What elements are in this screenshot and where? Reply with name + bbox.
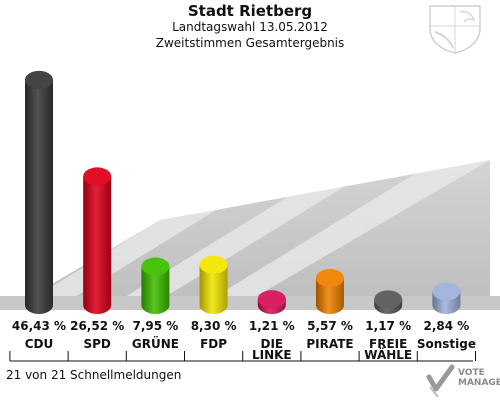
chart-subtitle-result: Zweitstimmen Gesamtergebnis [155, 36, 345, 50]
watermark-line2: MANAGER [458, 378, 500, 388]
bar-pirate [316, 268, 344, 314]
category-label: CDU [25, 337, 54, 351]
bar-top [25, 70, 53, 89]
bar-top [257, 290, 286, 309]
category-label: WÄHLE [364, 347, 412, 362]
bar-top [199, 255, 228, 274]
value-label: 8,30 % [191, 319, 237, 333]
footer-report-count: 21 von 21 Schnellmeldungen [6, 368, 182, 382]
bar-sonstige [432, 282, 461, 314]
watermark-line1: VOTE [458, 368, 485, 378]
bar-body [25, 79, 53, 314]
backdrop-mask [0, 60, 500, 400]
bar-top [432, 282, 461, 301]
value-label: 5,57 % [307, 319, 353, 333]
value-label: 1,21 % [249, 319, 295, 333]
category-label: FREIE [369, 337, 407, 351]
bar-cdu [25, 70, 53, 314]
bar-top [374, 290, 403, 309]
category-label: SPD [83, 337, 110, 351]
bar-top [316, 268, 344, 287]
floor-strip [0, 296, 500, 310]
vote-manager-logo-icon [426, 364, 455, 397]
value-labels-group: 46,43 % 26,52 % 7,95 % 8,30 % 1,21 % 5,57 % 1,… [12, 319, 469, 333]
bar-top [83, 167, 112, 186]
category-label: PIRATE [306, 337, 353, 351]
bar-spd [83, 167, 112, 314]
bar-body [141, 266, 170, 314]
bar-die-linke [257, 290, 286, 314]
value-label: 2,84 % [423, 319, 469, 333]
chart-title: Stadt Rietberg [187, 2, 313, 20]
category-label: FDP [200, 337, 227, 351]
chart-subtitle-election: Landtagswahl 13.05.2012 [172, 20, 328, 34]
category-label: Sonstige [417, 337, 476, 351]
value-label: 46,43 % [12, 319, 66, 333]
category-label: GRÜNE [132, 336, 179, 351]
bars-group [25, 70, 461, 314]
bar-top [141, 257, 170, 276]
value-label: 7,95 % [132, 319, 178, 333]
bar-grüne [141, 257, 170, 314]
bar-freie-wähle [374, 290, 403, 314]
category-label: DIE [260, 337, 283, 351]
value-label: 1,17 % [365, 319, 411, 333]
category-label: LINKE [252, 348, 292, 362]
coat-of-arms-icon [429, 5, 481, 54]
backdrop-band [210, 140, 490, 300]
bar-body [199, 264, 228, 314]
bar-fdp [199, 255, 228, 314]
value-label: 26,52 % [70, 319, 124, 333]
bar-body [316, 277, 344, 314]
bar-body [83, 176, 112, 314]
